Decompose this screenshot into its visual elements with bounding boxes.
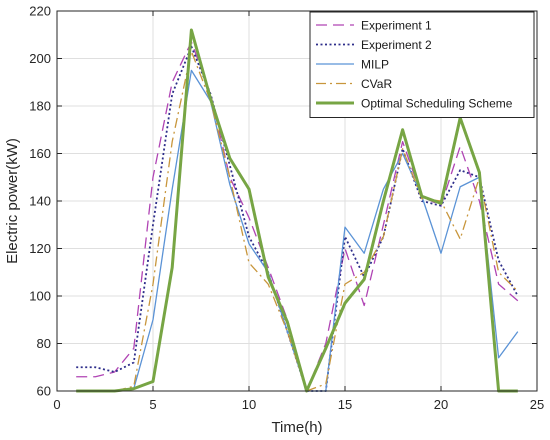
legend-box [309, 11, 535, 118]
y-tick-label: 120 [29, 241, 51, 256]
legend-label: CVaR [361, 77, 392, 91]
y-tick-label: 160 [29, 146, 51, 161]
legend-label: Optimal Scheduling Scheme [361, 97, 513, 111]
y-tick-label: 200 [29, 51, 51, 66]
series-lines [76, 28, 519, 393]
x-tick-label: 20 [434, 397, 448, 412]
x-tick-label: 15 [338, 397, 352, 412]
x-tick-label: 10 [242, 397, 256, 412]
y-tick-label: 60 [37, 384, 51, 399]
x-tick-label: 5 [149, 397, 156, 412]
series-line-5 [76, 28, 518, 393]
legend-label: Experiment 1 [361, 19, 432, 33]
y-tick-label: 100 [29, 289, 51, 304]
x-tick-label: 0 [53, 397, 60, 412]
x-axis-label: Time(h) [271, 419, 322, 436]
x-tick-label: 25 [530, 397, 544, 412]
legend-label: Experiment 2 [361, 38, 432, 52]
legend: Experiment 1 Experiment 2 MILP CVaR Optimal … [309, 11, 535, 118]
y-tick-label: 140 [29, 194, 51, 209]
y-tick-label: 80 [37, 336, 51, 351]
y-axis-label: Electric power(kW) [4, 138, 21, 264]
y-tick-label: 180 [29, 99, 51, 114]
legend-label: MILP [361, 58, 389, 72]
axis-ticks: 0 5 10 15 20 25 60 80 100 120 140 160 180 200 220 [29, 4, 544, 413]
y-tick-label: 220 [29, 4, 51, 19]
